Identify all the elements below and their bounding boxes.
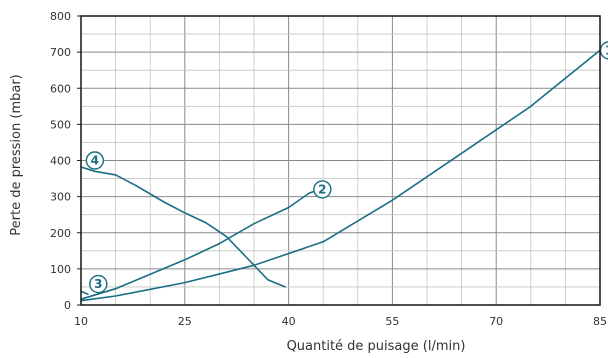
y-tick-label: 600	[50, 82, 71, 95]
x-tick-label: 55	[385, 315, 399, 328]
series-markers: 1 2 3 4	[85, 41, 608, 294]
y-tick-labels: 0 100 200 300 400 500 600 700 800	[50, 10, 81, 312]
y-tick-label: 300	[50, 191, 71, 204]
x-tick-label: 70	[489, 315, 503, 328]
y-tick-label: 200	[50, 227, 71, 240]
y-tick-label: 800	[50, 10, 71, 23]
series-marker-label: 1	[605, 44, 608, 58]
x-tick-label: 25	[178, 315, 192, 328]
series-lines	[80, 49, 601, 302]
series-marker-circle	[85, 151, 105, 170]
series-line-3	[80, 290, 89, 296]
y-tick-label: 500	[50, 118, 71, 131]
x-axis-label: Quantité de puisage (l/min)	[287, 339, 466, 354]
series-marker-1: 1	[599, 41, 608, 60]
x-tick-label: 85	[593, 315, 607, 328]
grid	[81, 16, 600, 305]
series-marker-2: 2	[313, 180, 332, 199]
series-marker-label: 4	[91, 154, 99, 168]
series-marker-3: 3	[89, 274, 108, 294]
series-line-1	[80, 49, 601, 302]
plot-frame	[80, 15, 601, 306]
y-tick-label: 100	[50, 263, 71, 276]
series-marker-circle	[313, 180, 332, 199]
x-tick-label: 10	[74, 315, 88, 328]
series-line-2	[80, 188, 321, 301]
series-marker-label: 3	[94, 277, 102, 291]
y-axis-label: Perte de pression (mbar)	[9, 74, 24, 236]
y-tick-label: 0	[64, 299, 71, 312]
series-marker-label: 2	[318, 183, 326, 197]
series-marker-circle	[89, 274, 108, 294]
x-tick-labels: 10 25 40 55 70 85	[74, 315, 607, 328]
y-tick-label: 400	[50, 155, 71, 168]
x-tick-label: 40	[282, 315, 296, 328]
y-tick-label: 700	[50, 46, 71, 59]
series-marker-4: 4	[85, 151, 105, 170]
series-line-4	[80, 166, 286, 288]
